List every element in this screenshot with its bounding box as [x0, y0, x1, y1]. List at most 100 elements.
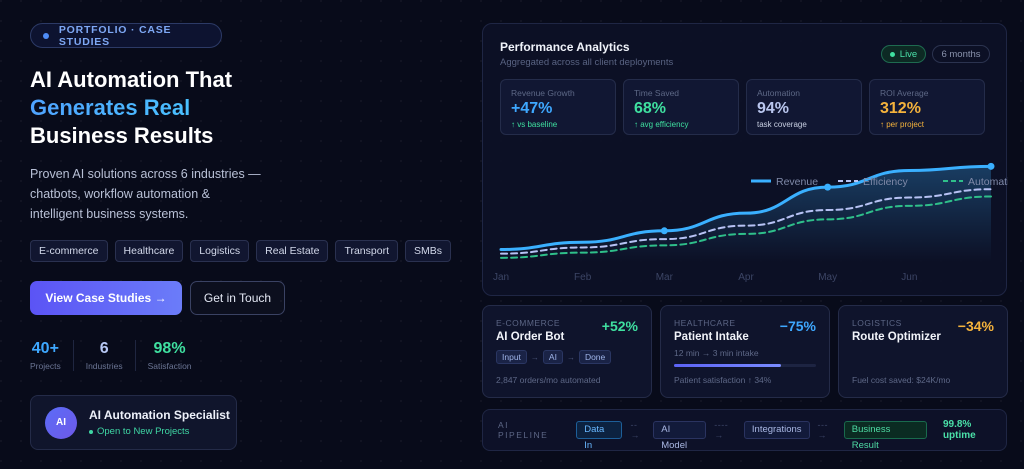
industry-tags: E-commerce Healthcare Logistics Real Est… [30, 240, 451, 262]
view-case-studies-button[interactable]: View Case Studies → [30, 281, 182, 315]
stat-industries: 6 Industries [74, 340, 136, 371]
data-point-revenue-may [824, 183, 832, 191]
specialist-card[interactable]: AI AI Automation Specialist Open to New … [30, 395, 237, 450]
case-title: Patient Intake [674, 331, 749, 343]
x-tick-label: Mar [656, 272, 674, 283]
subtitle-line-1: Proven AI solutions across 6 industries … [30, 167, 261, 181]
x-tick-label: Feb [574, 272, 592, 283]
arrow-right-icon: → [566, 352, 575, 362]
performance-line-chart: Jan Feb Mar Apr May Jun Revenue Efficiency Autom… [493, 162, 1008, 283]
period-selector[interactable]: 6 months [932, 45, 990, 63]
stats-row: 40+ Projects 6 Industries 98% Satisfacti… [30, 340, 204, 371]
dashed-arrow-icon: - - → [630, 420, 639, 440]
dashed-arrow-icon: - - - → [817, 420, 828, 440]
legend-label-efficiency: Efficiency [863, 176, 908, 188]
live-label: Live [899, 48, 918, 60]
metric-note: task coverage [757, 120, 807, 129]
case-footer: 2,847 orders/mo automated [496, 375, 601, 385]
series-line-efficiency [500, 188, 992, 255]
hero-subtitle: Proven AI solutions across 6 industries … [30, 164, 270, 224]
industry-tag-healthcare[interactable]: Healthcare [114, 240, 184, 262]
pipeline-step-data-in[interactable]: Data In [576, 421, 623, 451]
metric-label: ROI Average [880, 88, 929, 98]
industry-tag-ecommerce[interactable]: E-commerce [30, 240, 108, 262]
pipeline-step-business-result[interactable]: Business Result [843, 421, 927, 451]
flow-step-input: Input [496, 350, 527, 364]
metrics-row: Revenue Growth +47% ↑ vs baseline Time S… [500, 79, 985, 135]
case-title: AI Order Bot [496, 331, 565, 343]
legend-label-automation: Automation [968, 176, 1008, 188]
case-footer: Fuel cost saved: $24K/mo [852, 375, 951, 385]
case-card-ecommerce[interactable]: E-COMMERCE AI Order Bot +52% Input → AI … [482, 305, 652, 398]
case-change: −75% [779, 318, 816, 334]
industry-tag-logistics[interactable]: Logistics [190, 240, 250, 262]
hero-line-1: AI Automation That [30, 67, 233, 92]
case-change: −34% [957, 318, 994, 334]
pipeline-step-integrations[interactable]: Integrations [743, 421, 810, 439]
subtitle-line-2: chatbots, workflow automation & [30, 187, 210, 201]
data-point-revenue-jul [987, 162, 995, 170]
analytics-title: Performance Analytics [500, 40, 630, 54]
metric-value: 68% [634, 100, 667, 117]
data-point-revenue-mar [660, 227, 668, 235]
flow-step-done: Done [578, 350, 612, 364]
case-industry: HEALTHCARE [674, 318, 736, 328]
avatar: AI [45, 406, 77, 439]
industry-tag-smbs[interactable]: SMBs [404, 240, 451, 262]
case-footer: Patient satisfaction ↑ 34% [674, 375, 772, 385]
metric-label: Automation [757, 88, 800, 98]
stat-satisfaction: 98% Satisfaction [136, 340, 204, 371]
dashed-arrow-icon: - - - - → [714, 420, 727, 440]
industry-tag-real-estate[interactable]: Real Estate [256, 240, 329, 262]
stat-projects: 40+ Projects [30, 340, 74, 371]
specialist-status: Open to New Projects [89, 426, 230, 437]
pipeline-step-ai-model[interactable]: AI Model [653, 421, 707, 451]
hero-line-2: Generates Real [30, 94, 232, 122]
status-dot-icon [89, 429, 93, 434]
stat-industries-value: 6 [99, 340, 109, 357]
specialist-status-text: Open to New Projects [97, 426, 190, 437]
order-flow: Input → AI → Done [496, 350, 638, 364]
stat-industries-label: Industries [85, 361, 123, 371]
series-line-revenue [499, 164, 993, 252]
analytics-subtitle: Aggregated across all client deployments [500, 57, 674, 68]
flow-step-ai: AI [542, 350, 563, 364]
metric-note: ↑ per project [880, 120, 925, 129]
intake-time: 12 min → 3 min intake [674, 348, 759, 358]
get-in-touch-button[interactable]: Get in Touch [190, 281, 285, 315]
metric-revenue-growth: Revenue Growth +47% ↑ vs baseline [500, 79, 616, 135]
stat-satisfaction-value: 98% [153, 340, 186, 357]
metric-label: Revenue Growth [511, 88, 575, 98]
stat-projects-value: 40+ [31, 340, 59, 357]
metric-value: +47% [511, 100, 553, 117]
portfolio-badge: PORTFOLIO · CASE STUDIES [30, 23, 222, 48]
metric-note: ↑ vs baseline [511, 120, 558, 129]
case-card-logistics[interactable]: LOGISTICS Route Optimizer −34% Fuel cost… [838, 305, 1008, 398]
badge-dot-icon [43, 32, 49, 39]
badge-label: PORTFOLIO · CASE STUDIES [58, 23, 172, 48]
x-tick-label: Apr [738, 272, 754, 283]
metric-automation: Automation 94% task coverage [746, 79, 862, 135]
legend-label-revenue: Revenue [776, 176, 818, 188]
industry-tag-transport[interactable]: Transport [335, 240, 398, 262]
case-industry: E-COMMERCE [496, 318, 561, 328]
case-industry: LOGISTICS [852, 318, 902, 328]
uptime-status: 99.8% uptime [942, 419, 976, 441]
intake-progress-track [674, 364, 816, 367]
live-badge[interactable]: Live [881, 45, 926, 63]
performance-analytics-panel: Performance Analytics Aggregated across … [482, 23, 1008, 296]
metric-label: Time Saved [634, 88, 680, 98]
case-card-healthcare[interactable]: HEALTHCARE Patient Intake −75% 12 min → … [660, 305, 830, 398]
case-change: +52% [601, 318, 638, 334]
live-dot-icon [889, 51, 895, 57]
hero-headline: AI Automation That Generates Real Busine… [30, 66, 232, 150]
metric-note: ↑ avg efficiency [634, 120, 689, 129]
x-tick-label: Jun [901, 272, 917, 283]
stat-satisfaction-label: Satisfaction [147, 361, 192, 371]
stat-projects-label: Projects [30, 361, 61, 371]
metric-value: 94% [757, 100, 790, 117]
hero-line-3: Business Results [30, 123, 214, 148]
x-tick-label: Jan [493, 272, 509, 283]
metric-roi-average: ROI Average 312% ↑ per project [869, 79, 985, 135]
subtitle-line-3: intelligent business systems. [30, 207, 189, 221]
